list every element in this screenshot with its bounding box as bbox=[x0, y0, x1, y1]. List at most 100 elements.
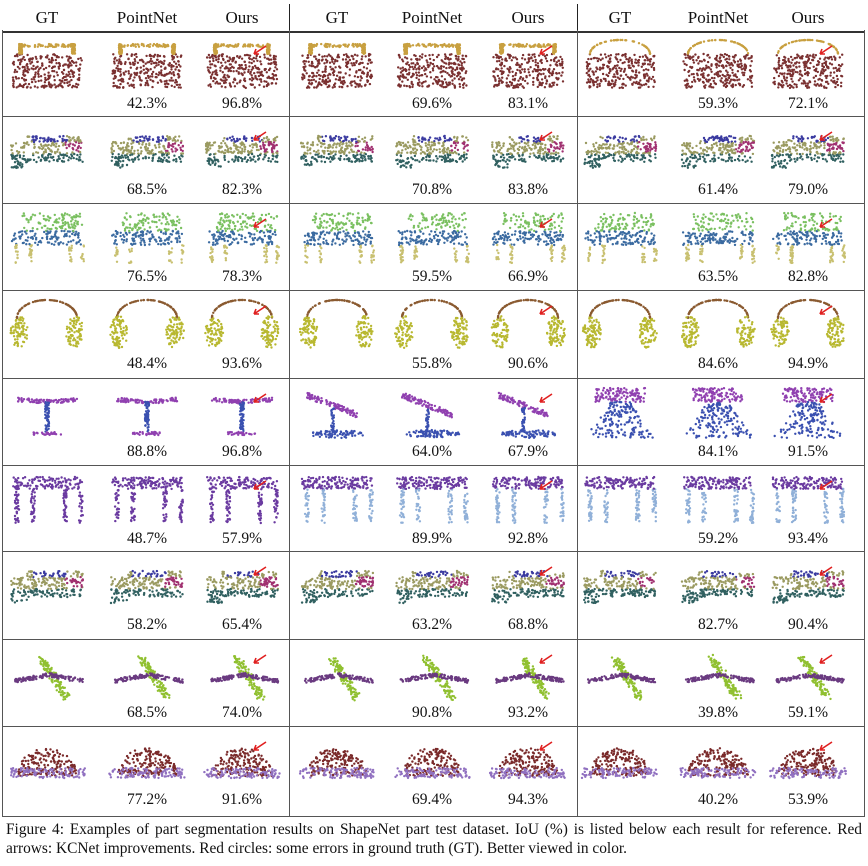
pointcloud-lamp-gt bbox=[16, 396, 79, 437]
pointcloud-bag-ours bbox=[492, 42, 565, 89]
pointcloud-airplane-gt bbox=[14, 655, 84, 701]
red-arrow-icon bbox=[253, 131, 267, 141]
column-header-pointnet: PointNet bbox=[97, 6, 197, 30]
iou-value-pointnet: 89.9% bbox=[392, 530, 472, 548]
pointcloud-chair-gt bbox=[303, 212, 376, 264]
iou-value-pointnet: 64.0% bbox=[392, 443, 472, 461]
iou-value-pointnet: 77.2% bbox=[107, 791, 187, 809]
iou-value-pointnet: 82.7% bbox=[678, 616, 758, 634]
iou-value-ours: 90.4% bbox=[768, 616, 848, 634]
iou-value-ours: 96.8% bbox=[202, 95, 282, 113]
red-arrow-icon bbox=[819, 393, 833, 403]
pointcloud-bag-ours bbox=[772, 38, 844, 90]
iou-value-ours: 66.9% bbox=[488, 268, 568, 286]
red-arrow-icon bbox=[819, 741, 833, 751]
pointcloud-lamp-ours bbox=[210, 393, 274, 437]
red-arrow-icon bbox=[253, 45, 267, 55]
pointcloud-chair-ours bbox=[207, 212, 281, 264]
pointcloud-bag-ours bbox=[205, 42, 279, 90]
pointcloud-chair-pointnet bbox=[111, 212, 185, 265]
red-arrow-icon bbox=[539, 131, 553, 141]
iou-value-ours: 90.6% bbox=[488, 355, 568, 373]
pointcloud-car-gt bbox=[583, 569, 657, 605]
pointcloud-car-ours bbox=[491, 566, 565, 604]
pointcloud-table-gt bbox=[584, 475, 658, 524]
iou-value-ours: 78.3% bbox=[202, 268, 282, 286]
pointcloud-table-gt bbox=[300, 475, 374, 524]
row-rule bbox=[2, 639, 864, 640]
iou-value-ours: 93.4% bbox=[768, 530, 848, 548]
pointcloud-car-ours bbox=[204, 131, 279, 168]
pointcloud-bag-gt bbox=[11, 42, 83, 89]
red-arrow-icon bbox=[539, 741, 553, 751]
pointcloud-car-pointnet bbox=[680, 134, 756, 169]
red-arrow-icon bbox=[539, 654, 553, 664]
pointcloud-cap-ours bbox=[203, 741, 281, 780]
red-arrow-icon bbox=[819, 305, 833, 315]
iou-value-pointnet: 59.2% bbox=[678, 530, 758, 548]
pointcloud-chair-gt bbox=[10, 212, 86, 264]
red-arrow-icon bbox=[539, 305, 553, 315]
pointcloud-chair-pointnet bbox=[397, 212, 470, 264]
pointcloud-cap-pointnet bbox=[394, 747, 471, 780]
iou-value-pointnet: 59.5% bbox=[392, 268, 472, 286]
red-arrow-icon bbox=[539, 480, 553, 490]
pointcloud-chair-gt bbox=[584, 211, 658, 265]
iou-value-ours: 72.1% bbox=[768, 95, 848, 113]
row-rule bbox=[2, 203, 864, 204]
top-rule bbox=[2, 31, 864, 33]
red-arrow-icon bbox=[819, 654, 833, 664]
iou-value-pointnet: 63.2% bbox=[392, 616, 472, 634]
column-header-ours: Ours bbox=[192, 6, 292, 30]
pointcloud-car-ours bbox=[491, 131, 565, 169]
pointcloud-lamp-gt bbox=[590, 386, 654, 439]
iou-value-pointnet: 68.5% bbox=[107, 181, 187, 199]
pointcloud-car-pointnet bbox=[680, 570, 756, 605]
iou-value-pointnet: 69.4% bbox=[392, 791, 472, 809]
red-arrow-icon bbox=[253, 480, 267, 490]
red-arrow-icon bbox=[253, 393, 267, 403]
row-rule bbox=[2, 551, 864, 552]
pointcloud-cap-gt bbox=[580, 747, 658, 780]
pointcloud-chair-pointnet bbox=[681, 212, 756, 264]
iou-value-pointnet: 61.4% bbox=[678, 181, 758, 199]
pointcloud-earphone-ours bbox=[204, 298, 280, 349]
pointcloud-car-pointnet bbox=[110, 135, 185, 169]
pointcloud-table-pointnet bbox=[111, 476, 184, 524]
pointcloud-earphone-ours bbox=[490, 298, 566, 349]
iou-value-pointnet: 88.8% bbox=[107, 443, 187, 461]
row-rule bbox=[2, 290, 864, 291]
pointcloud-airplane-gt bbox=[303, 657, 374, 702]
iou-value-ours: 67.9% bbox=[488, 443, 568, 461]
column-rule bbox=[864, 30, 865, 817]
red-arrow-icon bbox=[819, 131, 833, 141]
pointcloud-cap-ours bbox=[488, 741, 566, 780]
red-arrow-icon bbox=[253, 566, 267, 576]
iou-value-pointnet: 59.3% bbox=[678, 95, 758, 113]
red-arrow-icon bbox=[539, 45, 553, 55]
iou-value-pointnet: 48.4% bbox=[107, 355, 187, 373]
pointcloud-cap-pointnet bbox=[108, 747, 186, 780]
iou-value-ours: 82.3% bbox=[202, 181, 282, 199]
pointcloud-car-ours bbox=[771, 566, 845, 604]
row-rule bbox=[2, 378, 864, 379]
pointcloud-bag-pointnet bbox=[396, 42, 468, 89]
iou-value-ours: 91.5% bbox=[768, 443, 848, 461]
pointcloud-lamp-pointnet bbox=[400, 392, 461, 439]
iou-value-pointnet: 90.8% bbox=[392, 704, 472, 722]
pointcloud-bag-gt bbox=[301, 42, 374, 89]
iou-value-ours: 91.6% bbox=[202, 791, 282, 809]
row-rule bbox=[2, 465, 864, 466]
pointcloud-table-ours bbox=[491, 475, 565, 525]
iou-value-pointnet: 68.5% bbox=[107, 704, 187, 722]
pointcloud-cap-pointnet bbox=[679, 747, 757, 779]
iou-value-ours: 79.0% bbox=[768, 181, 848, 199]
pointcloud-earphone-gt bbox=[581, 298, 658, 349]
iou-value-pointnet: 70.8% bbox=[392, 181, 472, 199]
pointcloud-lamp-ours bbox=[773, 387, 842, 440]
iou-value-ours: 68.8% bbox=[488, 616, 568, 634]
iou-value-pointnet: 84.1% bbox=[678, 443, 758, 461]
pointcloud-cap-ours bbox=[769, 741, 847, 780]
pointcloud-cap-gt bbox=[298, 748, 375, 780]
iou-value-ours: 65.4% bbox=[202, 616, 282, 634]
